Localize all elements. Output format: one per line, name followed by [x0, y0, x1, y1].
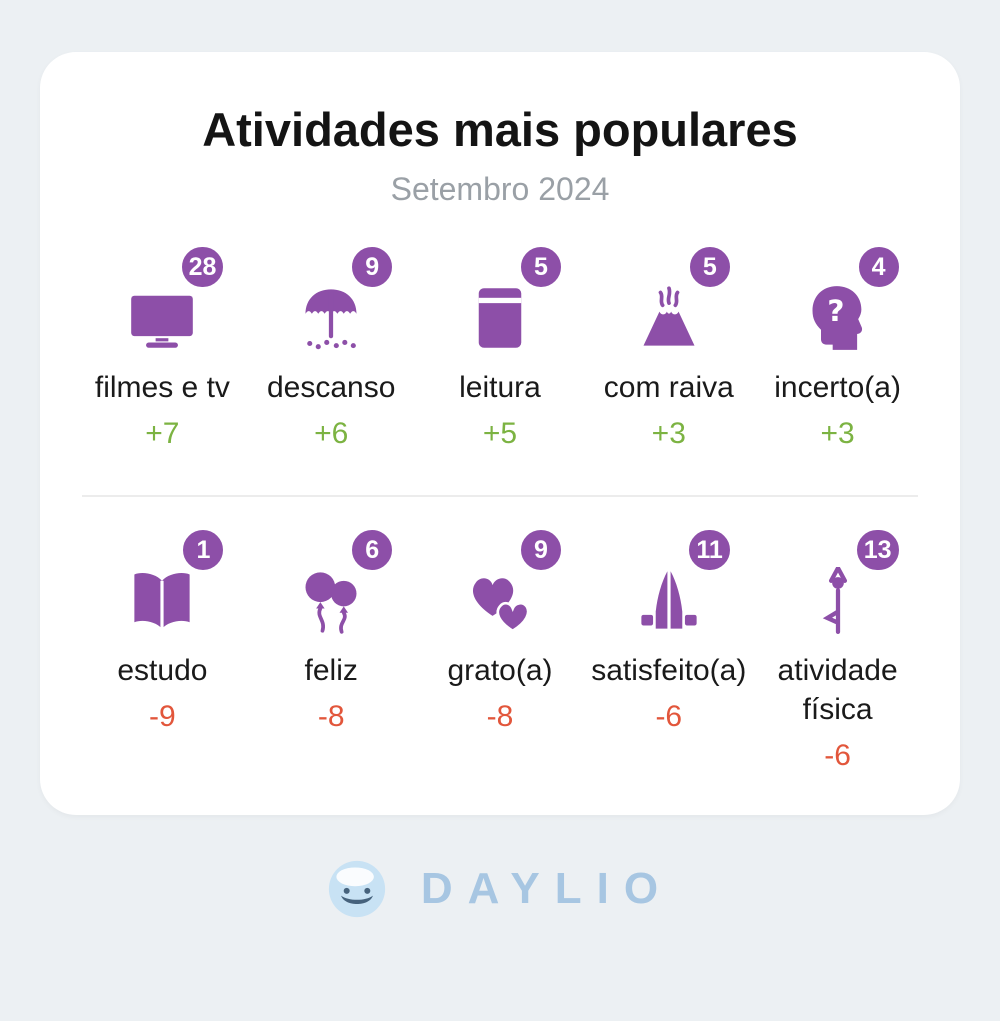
activity-change: +5 [482, 417, 518, 450]
activity-change: -6 [824, 739, 851, 772]
footer-branding: DAYLIO [0, 859, 1000, 919]
activity-item: 5 leitura +5 [416, 244, 585, 451]
activity-label: leitura [459, 371, 541, 404]
activity-item: 9 grato(a) -8 [416, 527, 585, 773]
activity-label: grato(a) [447, 654, 553, 687]
activity-change: +7 [145, 417, 180, 450]
activity-item: 1 estudo -9 [78, 527, 247, 773]
activity-change: +3 [820, 417, 855, 450]
activity-icon-wrap: 6 [283, 527, 396, 635]
activity-icon-wrap: 5 [621, 244, 733, 352]
activity-label: descanso [266, 371, 396, 404]
activity-icon-wrap: ? 4 [790, 244, 902, 352]
activity-label: estudo [117, 654, 208, 687]
count-badge: 9 [517, 527, 564, 573]
count-badge: 4 [855, 244, 902, 290]
activity-label: atividade física [777, 654, 898, 726]
activities-row-2: 1 estudo -9 6 feliz -8 [78, 527, 922, 773]
activity-label: feliz [304, 654, 358, 687]
stats-card: Atividades mais populares Setembro 2024 … [40, 52, 960, 815]
activity-icon-wrap: 9 [283, 244, 396, 352]
count-badge: 11 [686, 527, 733, 573]
hearts-icon [472, 578, 530, 633]
activity-icon-wrap: 28 [114, 244, 227, 352]
activity-item: 6 feliz -8 [247, 527, 416, 773]
activity-change: -8 [486, 700, 514, 733]
activity-item: ? 4 incerto(a) +3 [753, 244, 922, 451]
page-subtitle: Setembro 2024 [390, 171, 610, 207]
brand-wordmark: DAYLIO [420, 864, 674, 913]
activity-icon-wrap: 11 [621, 527, 733, 635]
activity-item: 11 satisfeito(a) -6 [584, 527, 753, 773]
activity-icon-wrap: 5 [452, 244, 564, 352]
count-badge: 13 [853, 527, 902, 573]
activity-label: satisfeito(a) [591, 654, 747, 687]
count-badge: 6 [349, 527, 396, 573]
count-badge: 5 [686, 244, 733, 290]
activity-change: -6 [655, 700, 683, 733]
book-icon [478, 288, 522, 348]
activity-label: com raiva [603, 371, 734, 404]
activity-icon-wrap: 13 [790, 527, 902, 635]
activity-change: -8 [317, 700, 345, 733]
count-badge: 1 [180, 527, 227, 573]
activity-item: 13 atividade física -6 [753, 527, 922, 773]
count-badge: 9 [349, 244, 396, 290]
activity-change: -9 [149, 700, 176, 733]
volcano-icon [643, 286, 695, 346]
activity-label: incerto(a) [774, 371, 901, 404]
row-divider [82, 495, 918, 497]
open-book-icon [134, 573, 191, 629]
yoga-pose-icon [822, 567, 847, 634]
svg-text:?: ? [827, 294, 844, 329]
activity-item: 9 descanso +6 [247, 244, 416, 451]
count-badge: 28 [178, 244, 227, 290]
question-head-icon: ? [812, 286, 862, 350]
page-title: Atividades mais populares [202, 103, 798, 156]
activity-item: 5 com raiva +3 [584, 244, 753, 451]
activity-item: 28 filmes e tv +7 [78, 244, 247, 451]
beach-umbrella-icon [305, 289, 357, 350]
activity-change: +3 [651, 417, 686, 450]
balloons-icon [305, 572, 357, 634]
activity-label: filmes e tv [94, 371, 230, 404]
activities-row-1: 28 filmes e tv +7 9 descanso +6 [78, 244, 922, 451]
daylio-smiley-logo [328, 860, 386, 918]
activity-icon-wrap: 1 [114, 527, 227, 635]
count-badge: 5 [517, 244, 564, 290]
tv-icon [131, 295, 194, 348]
activity-icon-wrap: 9 [452, 527, 564, 635]
activity-change: +6 [314, 417, 349, 450]
praying-hands-icon [641, 571, 697, 629]
